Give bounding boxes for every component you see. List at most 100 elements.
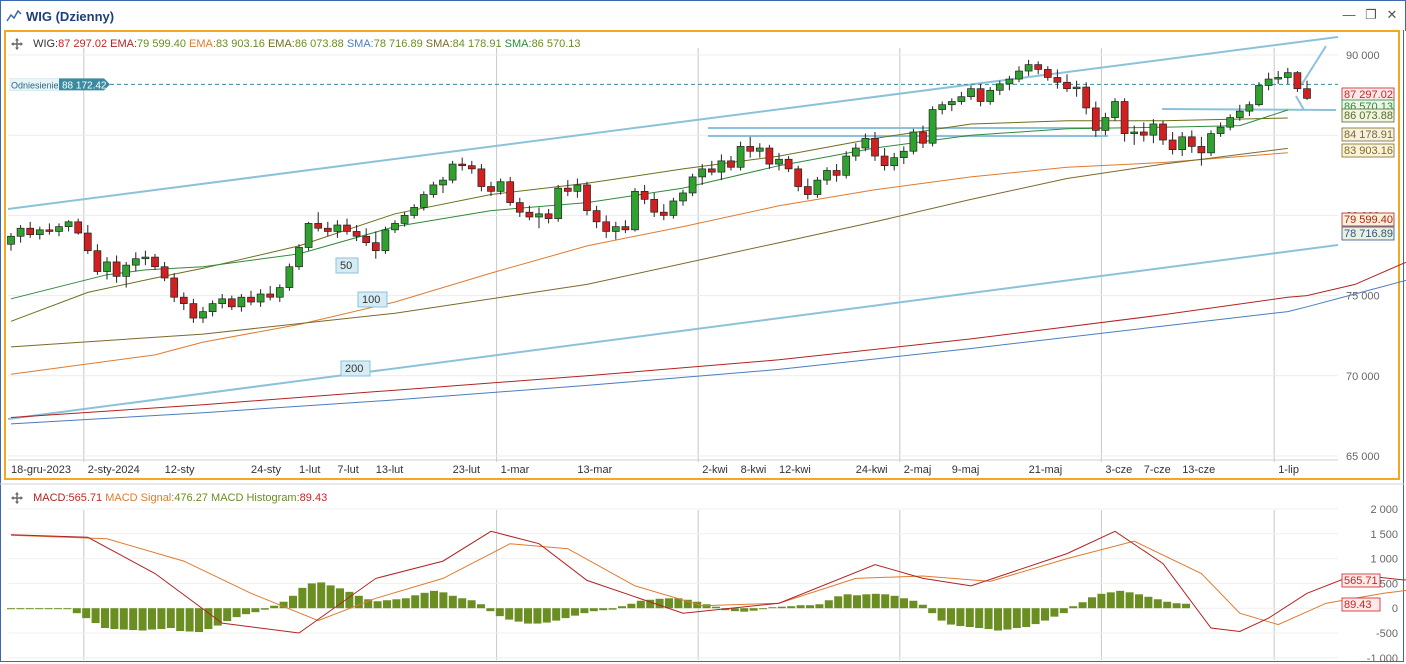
macd-tag <box>1341 573 1381 588</box>
macd-axis-label: 500 <box>1380 578 1398 590</box>
macd-histogram-bar <box>392 599 401 609</box>
legend-sma1-value: 78 716.89 <box>373 37 423 50</box>
macd-histogram-bar <box>665 598 673 609</box>
macd-histogram-bar <box>721 608 730 611</box>
macd-histogram-bar <box>655 598 664 609</box>
macd-histogram-bar <box>495 608 504 617</box>
minimize-icon: — <box>1342 7 1356 22</box>
macd-histogram-bar <box>843 594 852 609</box>
macd-histogram-bar <box>909 600 918 609</box>
macd-histogram-bar <box>63 608 72 610</box>
macd-histogram-bar <box>72 608 81 614</box>
macd-histogram-bar <box>364 599 373 609</box>
macd-histogram-bar <box>420 592 429 609</box>
macd-axis-label: 2 000 <box>1370 504 1398 516</box>
restore-icon: ❐ <box>1365 7 1377 22</box>
legend-macd-hist-value: 89.43 <box>299 491 328 504</box>
legend-macd-signal-label: MACD Signal: <box>105 491 175 504</box>
legend-macd-signal-value: 476.27 <box>174 491 208 504</box>
window-titlebar: WIG (Dzienny) — ❐ ✕ <box>0 0 1406 31</box>
macd-histogram-bar <box>279 601 288 609</box>
macd-histogram-bar <box>1050 608 1059 617</box>
macd-histogram-bar <box>458 598 467 609</box>
macd-tag-label: 89.43 <box>1344 599 1372 611</box>
macd-histogram-bar <box>627 603 636 609</box>
macd-histogram-bar <box>260 608 269 610</box>
macd-histogram-bar <box>7 608 15 610</box>
macd-histogram-bar <box>542 608 551 623</box>
macd-histogram-bar <box>871 593 880 609</box>
move-handle-icon[interactable] <box>10 491 24 505</box>
macd-histogram-bar <box>82 608 91 619</box>
macd-histogram-bar <box>91 608 100 624</box>
legend-macd-label: MACD: <box>33 491 69 504</box>
chart-line-icon <box>6 9 22 22</box>
macd-histogram-bar <box>636 600 645 609</box>
macd-histogram-bar <box>1059 608 1068 614</box>
macd-histogram-bar <box>1153 599 1162 609</box>
macd-histogram-bar <box>853 595 861 609</box>
macd-histogram-bar <box>984 608 993 630</box>
macd-histogram-bar <box>307 583 316 609</box>
macd-histogram-bar <box>345 591 354 609</box>
macd-histogram-bar <box>477 604 485 609</box>
macd-histogram-bar <box>918 604 927 609</box>
macd-histogram-bar <box>467 600 476 609</box>
macd-histogram-bar <box>1078 602 1087 609</box>
macd-histogram-bar <box>44 608 53 610</box>
macd-histogram-bar <box>674 598 683 609</box>
macd-histogram-bar <box>1116 590 1125 609</box>
macd-histogram-bar <box>1088 597 1096 609</box>
macd-histogram-bar <box>730 608 739 612</box>
macd-histogram-bar <box>242 608 250 615</box>
move-handle-icon[interactable] <box>10 37 24 51</box>
macd-histogram-bar <box>223 608 232 622</box>
macd-histogram-bar <box>176 608 185 632</box>
macd-histogram-bar <box>608 608 617 610</box>
macd-histogram-bar <box>683 599 692 609</box>
legend-sma3-label: SMA: <box>504 37 532 50</box>
macd-histogram-bar <box>1069 606 1078 609</box>
macd-line <box>10 530 1406 634</box>
legend-ema3-value: 86 073.88 <box>294 37 344 50</box>
maximize-button[interactable]: ❐ <box>1363 7 1379 23</box>
minimize-button[interactable]: — <box>1341 7 1357 23</box>
macd-histogram-bar <box>749 608 758 611</box>
macd-histogram-bar <box>1097 593 1106 609</box>
macd-histogram-bar <box>138 608 147 631</box>
legend-sma2-value: 84 178.91 <box>452 37 502 50</box>
macd-histogram-bar <box>110 608 119 630</box>
macd-histogram-bar <box>900 598 908 609</box>
legend-ema1-value: 79 599.40 <box>137 37 186 50</box>
macd-axis-label: 1 500 <box>1370 529 1398 541</box>
macd-histogram-bar <box>768 607 777 609</box>
macd-histogram-bar <box>448 595 457 609</box>
macd-legend: MACD:565.71 MACD Signal:476.27 MACD Hist… <box>10 491 327 505</box>
macd-histogram-bar <box>862 594 871 609</box>
macd-histogram-bar <box>589 608 598 612</box>
price-pane <box>4 30 1400 480</box>
macd-histogram-bar <box>439 592 448 609</box>
macd-histogram-bar <box>533 608 542 624</box>
legend-macd-hist-label: MACD Histogram: <box>211 491 300 504</box>
macd-histogram-bar <box>119 608 128 630</box>
close-icon: ✕ <box>1386 7 1398 22</box>
macd-histogram-bar <box>928 608 937 614</box>
macd-histogram-bar <box>524 608 532 624</box>
close-button[interactable]: ✕ <box>1384 7 1400 23</box>
legend-symbol-value: 87 297.02 <box>58 37 108 50</box>
macd-histogram-bar <box>270 605 279 609</box>
macd-histogram-bar <box>232 608 241 618</box>
macd-histogram-bar <box>806 605 814 609</box>
price-legend: WIG:87 297.02 EMA:79 599.40 EMA:83 903.1… <box>10 37 581 51</box>
macd-histogram-bar <box>815 604 824 609</box>
legend-sma1-label: SMA: <box>346 37 374 50</box>
macd-histogram-bar <box>298 587 307 609</box>
macd-histogram-bar <box>787 606 796 609</box>
macd-histogram-bar <box>777 606 786 609</box>
macd-histogram-bar <box>289 595 297 609</box>
macd-histogram-bar <box>759 608 767 610</box>
macd-histogram-bar <box>354 595 363 609</box>
legend-sma3-value: 86 570.13 <box>531 37 581 50</box>
legend-ema2-value: 83 903.16 <box>215 37 265 50</box>
